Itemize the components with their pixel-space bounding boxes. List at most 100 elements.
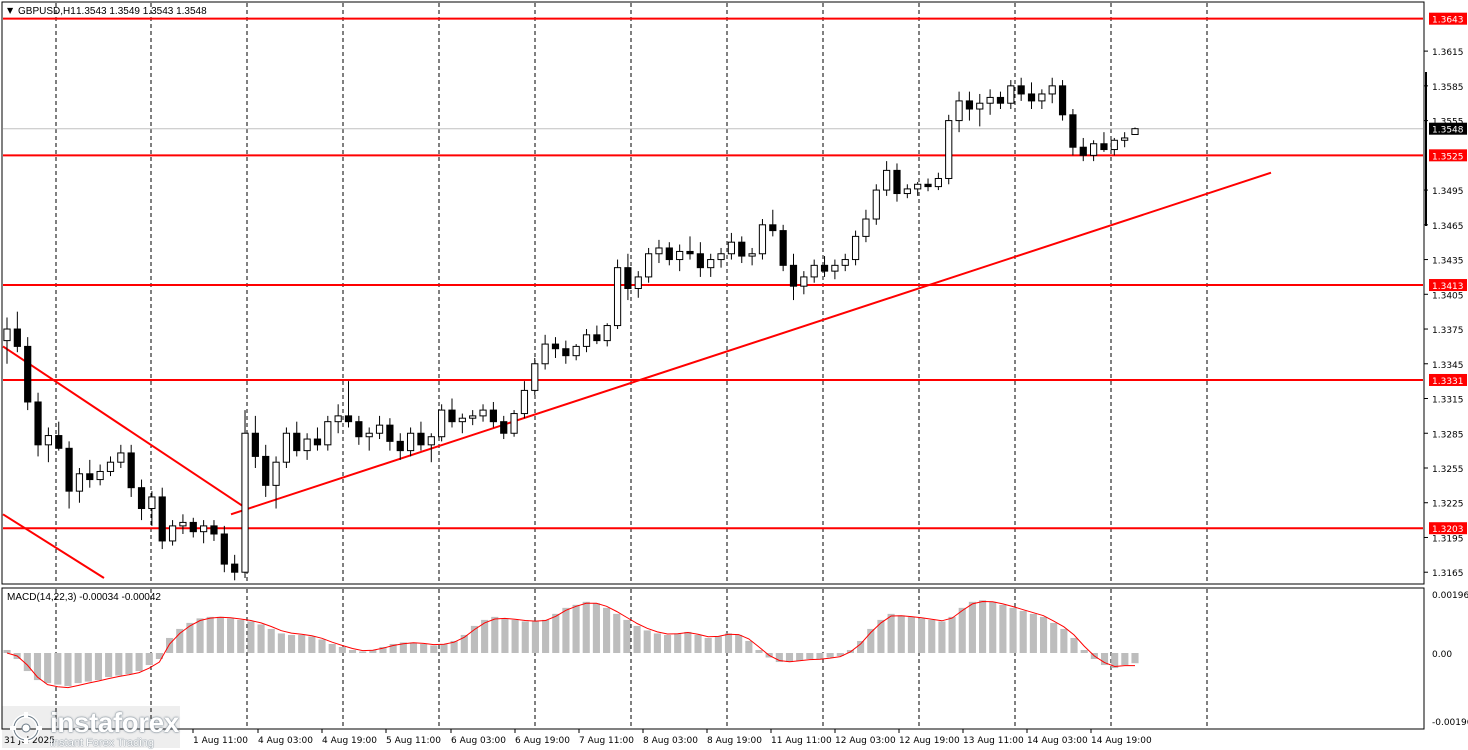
macd-bar (694, 634, 702, 653)
price-tick-label: 1.3615 (1432, 48, 1464, 58)
macd-bar (1100, 653, 1109, 666)
vertical-grid (3, 3, 1423, 728)
candle-body (137, 487, 146, 510)
current-price-tag (1429, 122, 1467, 135)
candle-body (75, 473, 84, 492)
time-label: 6 Aug 03:00 (451, 736, 506, 746)
candle-body (789, 264, 798, 287)
price-tick-label: 1.3255 (1432, 465, 1464, 475)
time-label: 8 Aug 19:00 (707, 736, 762, 746)
macd-bar (440, 643, 448, 653)
macd-bar (277, 633, 285, 653)
candle-body (1048, 85, 1056, 95)
candle-body (624, 267, 632, 290)
macd-bar (511, 619, 519, 653)
price-tick-label: 1.3375 (1432, 326, 1464, 336)
macd-bar (318, 639, 326, 653)
macd-bar (247, 621, 255, 653)
macd-bar (166, 637, 174, 653)
candle-body (903, 188, 911, 195)
candle-body (200, 525, 208, 533)
macd-bar (135, 653, 143, 672)
trendline (2, 345, 244, 508)
time-label: 14 Aug 03:00 (1027, 736, 1088, 746)
macd-bar (328, 643, 336, 653)
signal-line (6, 600, 1135, 689)
level-price-tag (1429, 522, 1467, 535)
macd-axis: 0.00196 0.00 -0.00196 (1432, 591, 1468, 728)
trendlines[interactable] (2, 171, 1272, 579)
macd-bar (968, 601, 976, 653)
candle-body (158, 496, 166, 542)
candle-body (613, 267, 622, 327)
trendline (2, 513, 105, 579)
macd-bar (775, 653, 783, 663)
candle-body (562, 348, 570, 357)
level-price-label: 1.3413 (1432, 282, 1464, 292)
price-tick-label: 1.3435 (1432, 257, 1464, 267)
candle-body (1069, 114, 1077, 148)
candle-body (303, 438, 311, 452)
macd-bar (816, 653, 824, 660)
level-price-label: 1.3643 (1432, 16, 1464, 26)
candle-body (541, 343, 549, 365)
ohlc-label: 1.3543 1.3549 1.3543 1.3548 (76, 6, 207, 17)
macd-bar (1050, 622, 1058, 653)
macd-bar (867, 628, 875, 653)
macd-bar (54, 653, 62, 685)
macd-bar (84, 653, 92, 682)
candle-body (179, 521, 187, 527)
candle-body (800, 276, 808, 287)
candle-body (1027, 93, 1036, 102)
candle-body (365, 432, 373, 438)
macd-bar (958, 607, 966, 653)
macd-bar (1029, 613, 1037, 653)
candle-body (655, 247, 663, 255)
price-tick-label: 1.3555 (1432, 118, 1464, 128)
macd-bar (338, 646, 346, 653)
macd-bar (115, 653, 123, 676)
price-axis[interactable]: 1.3615 1.3585 1.3555 1.3495 1.3465 1.3435 1.34… (1424, 12, 1467, 580)
candle-body (127, 452, 135, 489)
macd-bar (430, 645, 438, 653)
macd-bar (105, 653, 113, 678)
horizontal-levels[interactable] (3, 17, 1423, 530)
symbol-label: GBPUSD,H1 (18, 6, 76, 17)
candle-body (427, 436, 435, 446)
macd-bar (257, 624, 265, 653)
time-axis[interactable]: 31 Jul 2025 1 Aug 11:00 4 Aug 03:00 4 Aug 1… (4, 729, 1152, 746)
macd-bar (308, 636, 316, 653)
macd-bar (1111, 653, 1119, 669)
time-label: 5 Aug 11:00 (386, 736, 441, 746)
macd-histogram (3, 600, 1139, 687)
macd-bar (389, 643, 397, 653)
macd-signal-line (6, 600, 1135, 689)
main-chart-frame (1, 1, 1425, 585)
time-label: 7 Aug 11:00 (579, 736, 634, 746)
instaforex-logo-icon (10, 712, 42, 744)
triangle-down-icon[interactable]: ▼ (7, 6, 14, 15)
candle-body (582, 334, 591, 347)
candle-body (924, 183, 932, 188)
macd-bar (806, 653, 814, 660)
candle-body (479, 409, 487, 417)
candle-body (1007, 85, 1015, 104)
macd-bar (1039, 616, 1048, 653)
candle-body (593, 334, 601, 342)
candle-body (841, 259, 849, 266)
macd-bar (74, 653, 82, 684)
candle-body (1079, 146, 1087, 156)
macd-bar (989, 601, 997, 653)
candle-body (251, 432, 259, 457)
macd-bar (1070, 637, 1078, 653)
level-price-label: 1.3525 (1432, 152, 1464, 162)
time-label: 14 Aug 19:00 (1091, 736, 1152, 746)
current-price-label: 1.3548 (1432, 126, 1464, 136)
macd-bar (501, 618, 509, 653)
macd-bar (948, 616, 956, 653)
macd-bar (379, 646, 387, 653)
macd-bar (420, 643, 428, 653)
instaforex-logo: instaforex Instant Forex Trading (2, 706, 180, 749)
